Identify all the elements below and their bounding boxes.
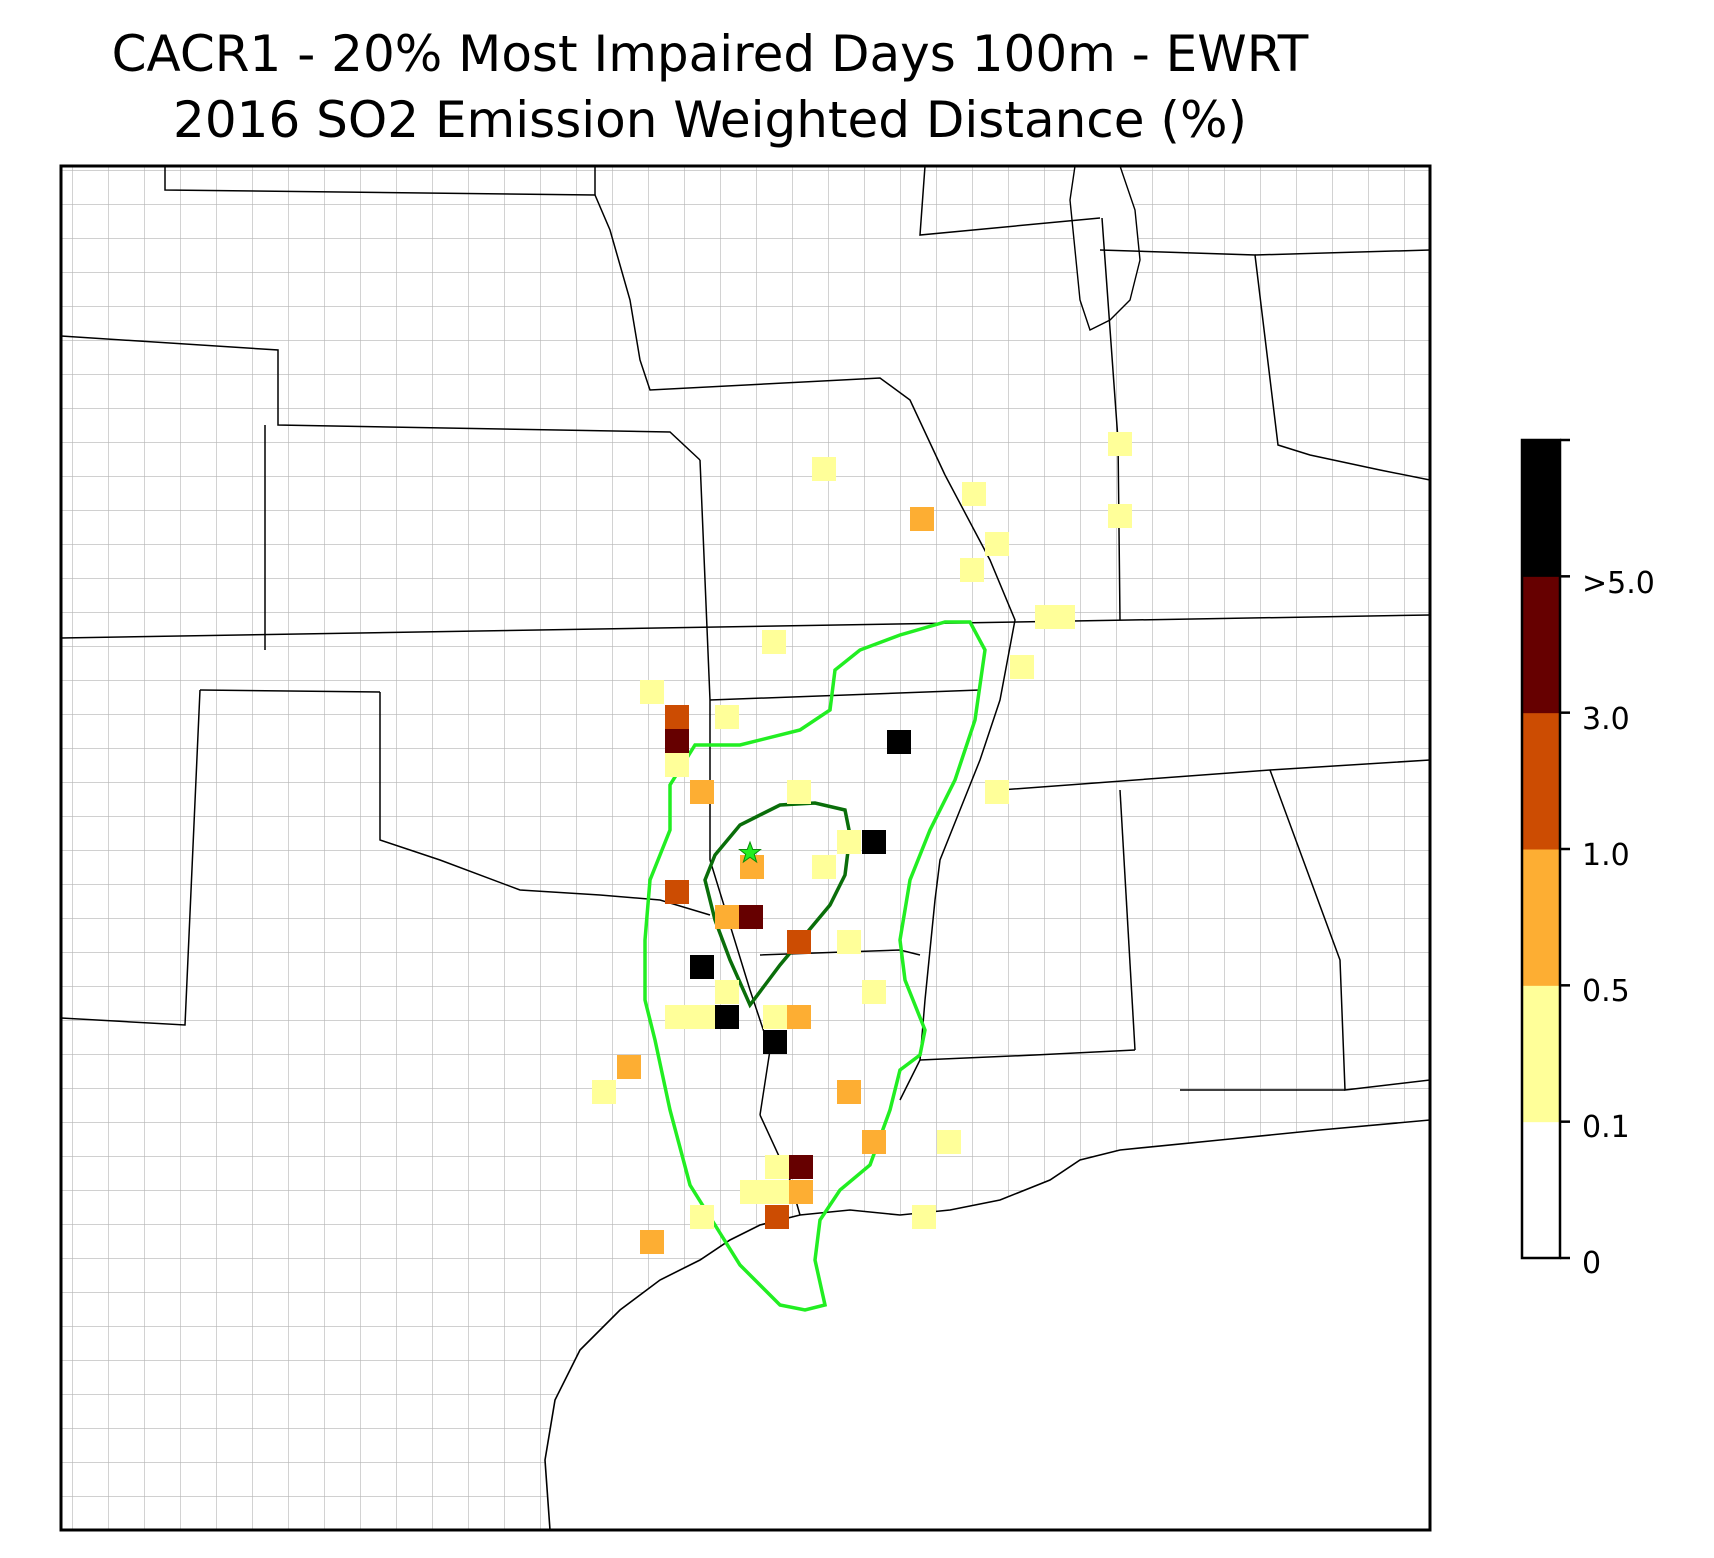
cell-top [715,1005,739,1029]
cell-high [665,705,689,729]
cell-low [763,1005,787,1029]
cell-mid [787,1005,811,1029]
colorbar-label-3: 3.0 [1582,702,1630,737]
colorbar-ticks [1560,438,1570,1260]
cell-low [640,680,664,704]
cell-low [665,753,689,777]
cell-low [787,780,811,804]
colorbar-bin [1522,576,1560,714]
county-boundaries [61,166,1430,1530]
cell-top [862,830,886,854]
cell-low [812,855,836,879]
colorbar-bins [1522,440,1560,1259]
cell-top [690,955,714,979]
cell-top [887,730,911,754]
cell-high [665,880,689,904]
cell-top [763,1030,787,1054]
cell-mid [789,1180,813,1204]
cell-mid [715,905,739,929]
cell-low [837,930,861,954]
cell-low [1010,655,1034,679]
cell-low [690,1205,714,1229]
colorbar-bin [1522,849,1560,986]
cell-low [912,1205,936,1229]
colorbar-bin [1522,1121,1560,1259]
cell-very-high [665,729,689,753]
cell-low [765,1155,789,1179]
cell-very-high [739,905,763,929]
map-title-line2: 2016 SO2 Emission Weighted Distance (%) [173,91,1247,149]
cell-mid [617,1055,641,1079]
inner-contour [703,801,852,1009]
cell-mid [862,1130,886,1154]
cell-low [665,1005,715,1029]
cell-low [715,705,739,729]
colorbar-label-0: 0 [1582,1246,1602,1281]
cell-low [715,980,739,1004]
colorbar-label-1: 1.0 [1582,838,1630,873]
map-title-line1: CACR1 - 20% Most Impaired Days 100m - EW… [111,25,1309,83]
colorbar-bin [1522,440,1560,577]
cell-high [765,1205,789,1229]
cell-low [812,457,836,481]
state-borders [61,166,1430,1216]
cell-low [1108,432,1132,456]
cell-high [787,930,811,954]
cell-low [862,980,886,1004]
colorbar-label-5: >5.0 [1582,566,1655,601]
cell-low [960,558,984,582]
cell-low [1035,605,1075,629]
cell-low [740,1180,790,1204]
outer-contour [643,620,987,1312]
cell-mid [837,1080,861,1104]
cell-mid [910,507,934,531]
colorbar-bin [1522,985,1560,1123]
cell-low [962,482,986,506]
star-icon [738,840,762,864]
colorbar [1520,438,1570,1260]
cell-very-high [789,1155,813,1179]
cell-low [985,532,1009,556]
cell-low [837,830,861,854]
map-frame [59,164,1432,1532]
colorbar-label-05: 0.5 [1582,974,1630,1009]
emission-cells [592,432,1132,1254]
cell-low [762,630,786,654]
cell-mid [640,1230,664,1254]
colorbar-bin [1522,712,1560,850]
cell-low [937,1130,961,1154]
cell-low [1108,504,1132,528]
cell-low [985,780,1009,804]
cell-low [592,1080,616,1104]
map-layers [61,166,1430,1530]
cell-mid [690,780,714,804]
colorbar-label-01: 0.1 [1582,1110,1630,1145]
